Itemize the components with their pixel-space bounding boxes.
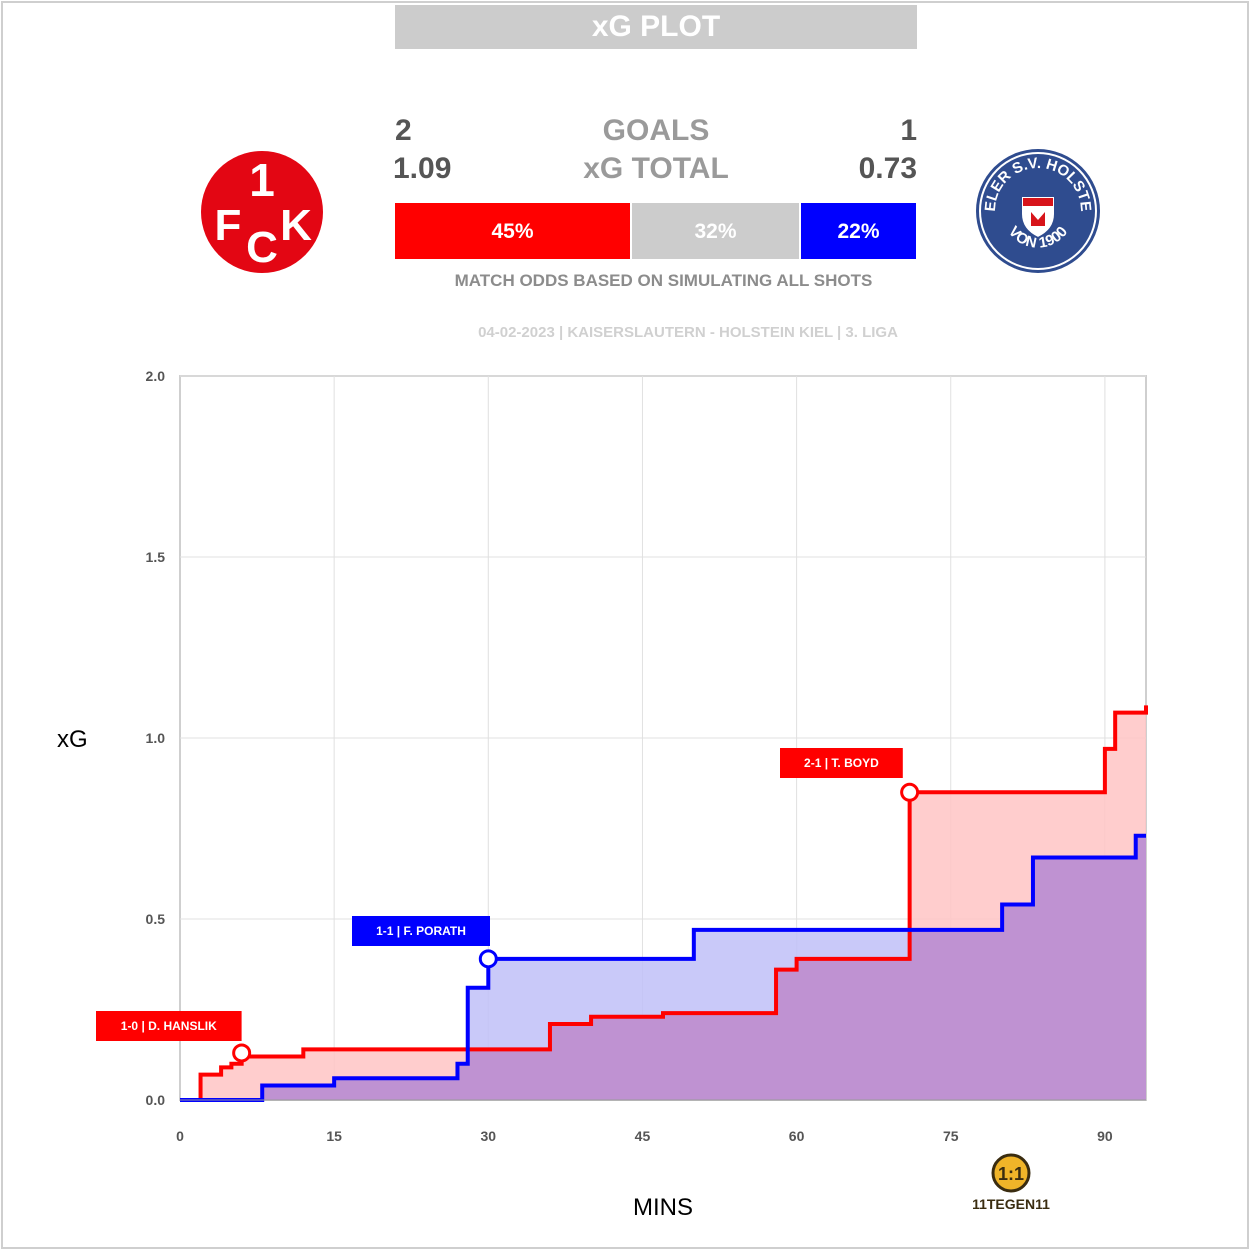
home-win-odds: 45%: [395, 203, 630, 259]
goal-label: 2-1 | T. BOYD: [804, 756, 879, 770]
goal-marker: [478, 949, 498, 969]
away-win-odds: 22%: [801, 203, 916, 259]
x-tick-label: 15: [326, 1128, 342, 1144]
match-info: 04-02-2023 | KAISERSLAUTERN - HOLSTEIN K…: [478, 324, 898, 341]
y-tick-label: 2.0: [146, 368, 166, 384]
away-team-logo: KIELER S.V. HOLSTEIN VON 1900: [975, 148, 1100, 273]
goal-label-box: [352, 916, 490, 946]
goals-label: GOALS: [602, 114, 710, 147]
y-tick-label: 1.0: [146, 730, 166, 746]
home-logo-k: K: [280, 201, 312, 250]
home-team-logo: 1 F C K: [201, 151, 323, 273]
x-axis-label: MINS: [633, 1194, 693, 1221]
away-goals: 1: [900, 114, 917, 147]
goal-marker: [900, 782, 920, 802]
series-line-0: [180, 705, 1148, 1102]
home-logo-1: 1: [249, 154, 275, 206]
page-title: xG PLOT: [395, 5, 917, 49]
y-tick-label: 0.0: [146, 1092, 166, 1108]
brand-logo: 1:1 11TEGEN11: [972, 1153, 1050, 1212]
goal-label-box: [96, 1011, 242, 1041]
brand-text: 11TEGEN11: [972, 1196, 1050, 1212]
y-tick-label: 0.5: [146, 911, 166, 927]
y-tick-label: 1.5: [146, 549, 166, 565]
y-axis-label: xG: [57, 726, 88, 753]
goal-label-box: [780, 748, 903, 778]
xg-total-label: xG TOTAL: [583, 152, 729, 185]
goal-marker: [232, 1043, 252, 1063]
x-tick-label: 90: [1097, 1128, 1113, 1144]
x-tick-label: 30: [481, 1128, 497, 1144]
away-xg-total: 0.73: [858, 152, 917, 185]
shield-icon: [1020, 195, 1056, 240]
home-goals: 2: [395, 114, 412, 147]
home-logo-f: F: [215, 201, 242, 250]
odds-note: MATCH ODDS BASED ON SIMULATING ALL SHOTS: [454, 271, 873, 290]
draw-odds: 32%: [632, 203, 799, 259]
svg-text:1:1: 1:1: [998, 1164, 1024, 1184]
series-line-1: [180, 833, 1146, 1102]
x-tick-label: 45: [635, 1128, 651, 1144]
goal-label: 1-0 | D. HANSLIK: [121, 1019, 217, 1033]
x-tick-label: 0: [176, 1128, 184, 1144]
home-xg-total: 1.09: [393, 152, 452, 185]
home-logo-c: C: [246, 223, 278, 272]
x-tick-label: 60: [789, 1128, 805, 1144]
x-tick-label: 75: [943, 1128, 959, 1144]
goal-label: 1-1 | F. PORATH: [376, 924, 466, 938]
overlap-fill: [180, 835, 1146, 1100]
